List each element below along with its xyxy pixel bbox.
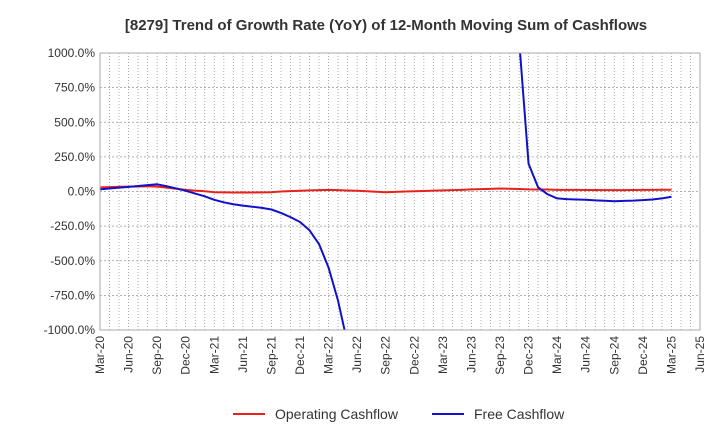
y-tick-label: -250.0% xyxy=(50,219,95,233)
x-tick-label: Sep-22 xyxy=(379,336,393,375)
x-tick-label: Dec-24 xyxy=(636,336,650,375)
legend: Operating Cashflow Free Cashflow xyxy=(233,406,565,422)
series-line xyxy=(100,53,672,330)
x-tick-label: Mar-21 xyxy=(207,336,221,374)
y-tick-label: -1000.0% xyxy=(44,323,96,337)
plot-frame xyxy=(99,52,701,331)
x-tick-label: Dec-21 xyxy=(293,336,307,375)
x-axis-ticks: Mar-20 Jun-20 Sep-20 Dec-20 Mar-21 Jun-21 Sep-… xyxy=(93,336,707,375)
x-tick-label: Mar-23 xyxy=(436,336,450,374)
y-tick-label: 1000.0% xyxy=(48,46,96,60)
x-tick-label: Jun-24 xyxy=(579,336,593,373)
x-tick-label: Mar-20 xyxy=(93,336,107,374)
y-tick-label: 250.0% xyxy=(54,150,95,164)
x-tick-label: Jun-25 xyxy=(693,336,707,373)
x-tick-label: Jun-22 xyxy=(350,336,364,373)
x-tick-label: Dec-22 xyxy=(407,336,421,375)
chart-title: [8279] Trend of Growth Rate (YoY) of 12-… xyxy=(125,17,647,34)
legend-label: Operating Cashflow xyxy=(275,406,399,422)
x-tick-label: Mar-24 xyxy=(550,336,564,374)
x-tick-label: Sep-21 xyxy=(264,336,278,375)
x-tick-label: Sep-20 xyxy=(150,336,164,375)
x-tick-label: Dec-23 xyxy=(522,336,536,375)
x-tick-label: Sep-24 xyxy=(607,336,621,375)
x-tick-label: Jun-21 xyxy=(236,336,250,373)
series-line xyxy=(100,185,672,194)
y-tick-label: 750.0% xyxy=(54,81,95,95)
x-tick-label: Mar-22 xyxy=(322,336,336,374)
legend-label: Free Cashflow xyxy=(474,406,565,422)
x-tick-label: Mar-25 xyxy=(664,336,678,374)
x-tick-label: Sep-23 xyxy=(493,336,507,375)
series-group xyxy=(100,53,672,330)
y-tick-label: 0.0% xyxy=(68,185,96,199)
x-tick-label: Jun-23 xyxy=(464,336,478,373)
y-tick-label: -500.0% xyxy=(50,254,95,268)
x-tick-label: Dec-20 xyxy=(179,336,193,375)
y-tick-label: -750.0% xyxy=(50,288,95,302)
x-tick-label: Jun-20 xyxy=(122,336,136,373)
y-axis-ticks: 1000.0% 750.0% 500.0% 250.0% 0.0% -250.0% -500… xyxy=(44,46,96,337)
y-tick-label: 500.0% xyxy=(54,115,95,129)
